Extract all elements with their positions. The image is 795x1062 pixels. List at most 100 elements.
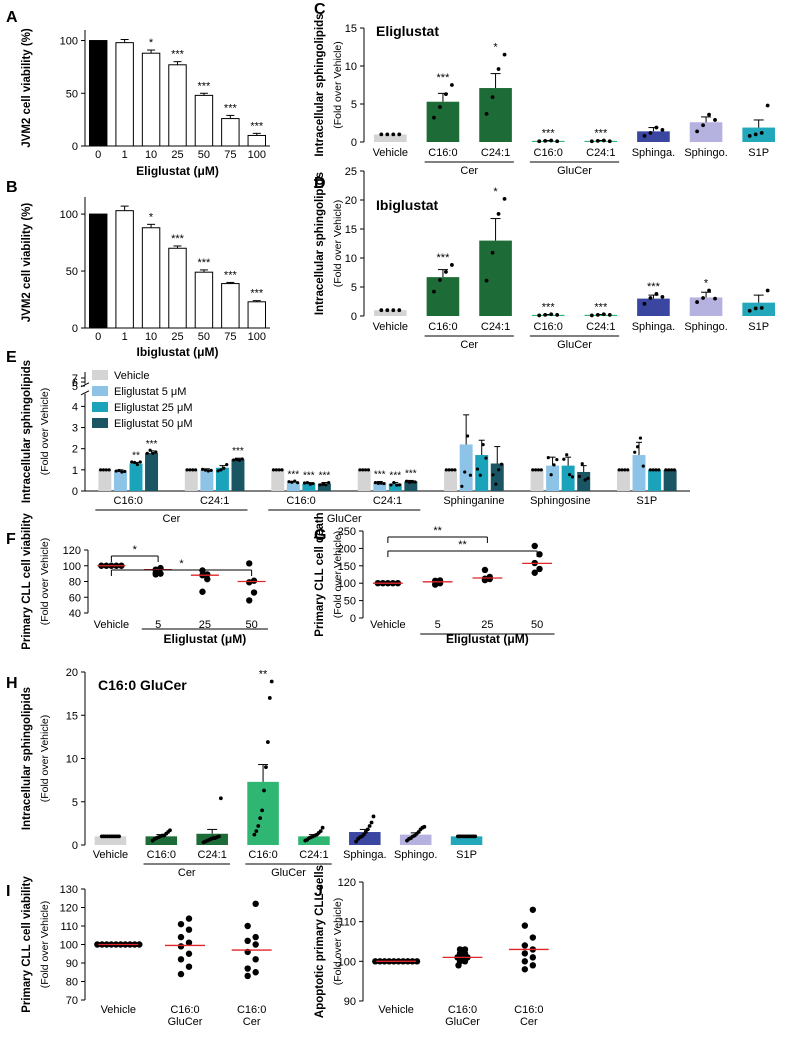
significance-label: ***	[437, 72, 451, 84]
x-tick-label: C24:1	[373, 495, 402, 507]
data-point	[747, 134, 752, 138]
bar	[145, 836, 178, 845]
group-label: Cer	[163, 513, 181, 525]
data-point	[318, 829, 323, 834]
legend-swatch	[92, 370, 108, 380]
data-point	[713, 296, 717, 301]
data-point	[577, 474, 582, 479]
x-tick-label: C16:0	[428, 321, 457, 333]
data-point	[244, 965, 251, 972]
y-tick-label: 0	[72, 486, 78, 498]
y-tick-label: 0	[72, 141, 78, 153]
legend-label: Eliglustat 50 μM	[114, 418, 192, 430]
bar	[531, 314, 565, 316]
x-tick-label: 1	[122, 331, 128, 343]
bar	[271, 469, 285, 491]
x-tick-label: Vehicle	[94, 619, 129, 631]
y-axis-subtitle: (Fold over Vehicle)	[39, 715, 51, 803]
data-point	[148, 448, 152, 452]
y-axis-title: Intracellular sphingolipids	[314, 172, 326, 315]
significance-label: ***	[437, 252, 451, 264]
bar	[373, 310, 407, 316]
data-point	[654, 468, 658, 472]
data-point	[250, 589, 258, 596]
y-tick-label: 100	[60, 36, 78, 48]
y-axis-subtitle: (Fold over Vehicle)	[39, 388, 51, 476]
bar	[145, 452, 159, 491]
panel-A: 0 50 100 JVM2 cell viability (%) 0 1 * 10 *** 25 *…	[21, 28, 270, 178]
bar	[577, 471, 591, 491]
data-point	[358, 468, 362, 472]
legend-label: Eliglustat 5 μM	[114, 386, 186, 398]
x-tick-label: 5	[155, 619, 161, 631]
data-point	[453, 468, 457, 472]
data-point	[481, 566, 489, 574]
data-point	[494, 482, 498, 486]
data-point	[246, 560, 253, 567]
significance-label: ***	[647, 281, 661, 293]
x-tick-label: 25	[481, 619, 493, 631]
data-point	[669, 468, 674, 472]
bar	[141, 227, 161, 329]
data-point	[444, 468, 448, 472]
x-tick-label: Sphingo.	[394, 849, 437, 861]
y-tick-label: 1	[72, 465, 78, 477]
y-tick-label: 40	[69, 608, 81, 620]
x-tick-label: C24:1	[586, 321, 615, 333]
significance-label: ***	[594, 127, 608, 139]
data-point	[555, 139, 560, 144]
bar	[302, 483, 316, 491]
data-point	[620, 468, 624, 472]
data-point	[707, 288, 711, 293]
data-point	[363, 468, 368, 472]
group-label: Cer	[178, 867, 196, 879]
y-axis-subtitle: (Fold over Vehicle)	[332, 898, 344, 986]
panel-I: 70 80 90 100 110 120 130 Primary CLL cell viabi…	[21, 876, 272, 1028]
y-tick-label: 100	[60, 940, 78, 952]
bar	[388, 483, 402, 491]
data-point	[382, 481, 386, 486]
bar	[444, 469, 458, 491]
data-point	[641, 464, 645, 468]
data-point	[256, 824, 261, 828]
data-point	[496, 67, 501, 71]
significance-label: ***	[405, 468, 417, 479]
data-point	[537, 313, 542, 318]
data-point	[397, 132, 402, 137]
data-point	[120, 470, 124, 474]
significance-label: ***	[198, 257, 212, 269]
data-point	[114, 469, 118, 473]
data-point	[444, 270, 448, 274]
panel-letter-J: J	[314, 883, 323, 900]
data-point	[320, 825, 325, 830]
data-point	[385, 132, 390, 137]
x-tick-label: Vehicle	[373, 147, 408, 159]
data-point	[327, 481, 331, 485]
data-point	[533, 468, 538, 472]
data-point	[203, 468, 208, 472]
x-tick-label: S1P	[636, 495, 657, 507]
data-point	[701, 123, 705, 128]
significance-label: ***	[224, 102, 238, 114]
significance-label: ***	[374, 469, 386, 480]
x-tick-label: 0	[95, 149, 101, 161]
x-tick-label: Sphingo.	[684, 147, 727, 159]
significance-label: *	[704, 277, 709, 289]
data-point	[185, 950, 193, 957]
data-point	[461, 946, 469, 953]
data-point	[361, 832, 366, 837]
data-point	[583, 478, 587, 482]
data-point	[601, 138, 606, 143]
data-point	[570, 475, 575, 479]
data-point	[759, 130, 764, 135]
data-point	[660, 127, 665, 132]
significance-label: ***	[303, 471, 315, 482]
significance-label: ***	[319, 471, 331, 482]
x-tick-label: C16:0	[286, 495, 315, 507]
bar	[663, 469, 677, 491]
x-tick-label: 50	[198, 149, 210, 161]
group-label: GluCer	[327, 513, 362, 525]
data-point	[521, 922, 529, 929]
x-tick-label: 5	[435, 619, 441, 631]
data-point	[642, 134, 647, 138]
